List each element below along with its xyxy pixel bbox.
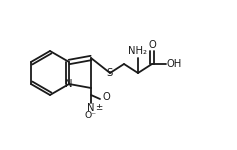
- Text: N: N: [87, 103, 95, 113]
- Text: O⁻: O⁻: [85, 111, 97, 120]
- Text: O: O: [103, 92, 111, 102]
- Text: NH₂: NH₂: [128, 46, 147, 56]
- Text: O: O: [148, 40, 156, 50]
- Text: N: N: [65, 79, 73, 89]
- Text: OH: OH: [167, 59, 182, 69]
- Text: S: S: [107, 68, 113, 78]
- Text: ±: ±: [95, 103, 102, 112]
